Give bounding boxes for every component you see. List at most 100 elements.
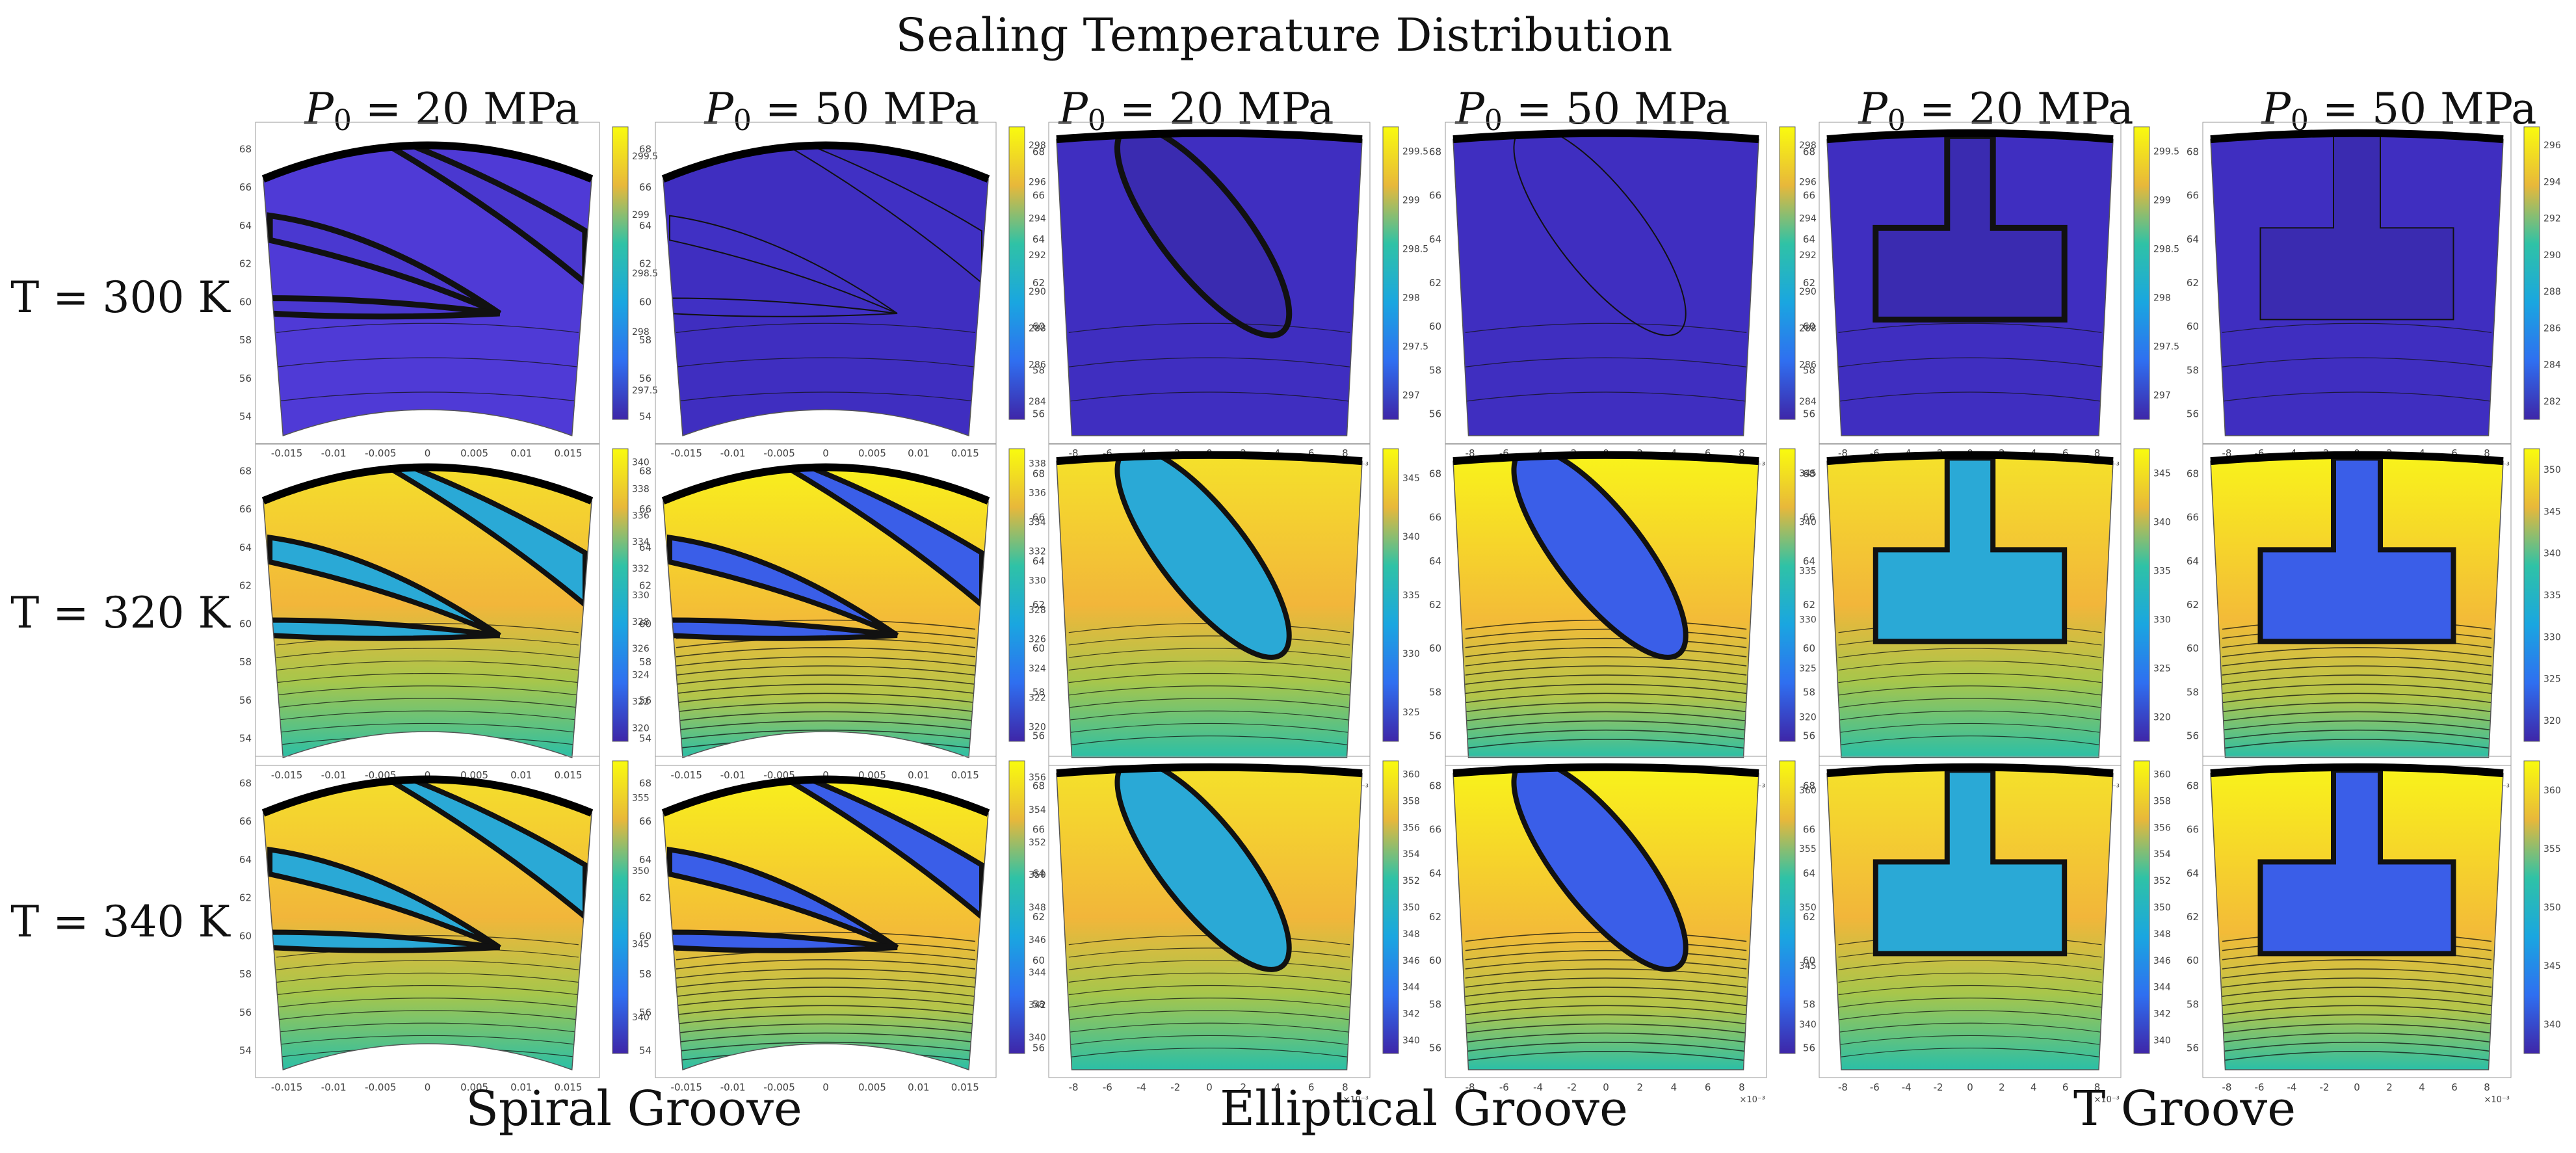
y-tick-label: 66 <box>639 503 651 515</box>
colorbar-tick-label: 298 <box>632 327 650 338</box>
y-tick-label: 62 <box>239 580 252 592</box>
x-tick-label: -4 <box>1902 1081 1912 1093</box>
y-tick-label: 54 <box>639 1045 651 1057</box>
panel-top-edge <box>1452 451 1759 466</box>
colorbar <box>1008 126 1025 420</box>
y-tick-label: 64 <box>1032 555 1045 567</box>
colorbar-tick-label: 352 <box>1029 838 1046 848</box>
panel-field <box>1453 133 1759 436</box>
colorbar-tick-label: 294 <box>1799 214 1817 224</box>
contour-line <box>2222 656 2492 667</box>
y-tick-label: 66 <box>1803 512 1815 523</box>
colorbar-tick-label: 350 <box>2543 903 2561 913</box>
x-tick-label: 0 <box>425 1081 431 1093</box>
contour-line <box>1838 722 2102 734</box>
axes-frame <box>255 122 600 444</box>
colorbar-tick-label: 348 <box>1402 929 1420 940</box>
contour-line <box>1068 391 1350 402</box>
y-tick-label: 62 <box>1803 911 1815 923</box>
colorbar-tick-label: 345 <box>2543 507 2561 517</box>
contour-line <box>676 674 976 685</box>
contour-line <box>1838 685 2102 696</box>
colorbar-tick-label: 297 <box>1402 391 1420 401</box>
y-tick-label: 64 <box>1803 868 1815 879</box>
x-tick-label: -0.01 <box>321 769 347 781</box>
colorbar-tick-label: 340 <box>1799 518 1817 528</box>
axes-frame <box>1819 756 2122 1078</box>
contour-line <box>1068 672 1350 683</box>
colorbar-tick-label: 340 <box>2543 1020 2561 1030</box>
y-tick-label: 64 <box>1429 868 1441 879</box>
contour-line <box>676 647 976 657</box>
y-tick-label: 58 <box>239 656 252 668</box>
colorbar-tick-label: 342 <box>2153 1009 2171 1020</box>
contour-line <box>1465 674 1747 685</box>
heatmap-panel: 54 56 58 60 62 64 66 68 -0.015 -0.01 -0.005 0 0.005 0… <box>639 122 1046 459</box>
colorbar-tick-label: 340 <box>632 457 650 468</box>
axes-frame <box>1048 122 1371 444</box>
contour-line <box>1838 960 2102 970</box>
y-tick-label: 54 <box>639 411 651 423</box>
contour-line <box>1838 710 2102 721</box>
colorbar-tick-label: 334 <box>1029 518 1046 528</box>
x-tick-label: 0 <box>1967 1081 1973 1093</box>
colorbar <box>612 448 629 742</box>
colorbar-tick-label: 360 <box>1799 786 1817 796</box>
colorbar-tick-label: 328 <box>632 617 650 628</box>
y-tick-label: 62 <box>1032 599 1045 611</box>
groove-region <box>1513 133 1687 336</box>
contour-line <box>2222 720 2492 731</box>
contour-line <box>1465 357 1747 367</box>
x-tick-label: 0.01 <box>908 1081 929 1093</box>
axes-frame <box>1445 756 1767 1078</box>
y-tick-label: 56 <box>2187 1042 2199 1054</box>
colorbar-tick-label: 358 <box>2153 796 2171 806</box>
colorbar-tick-label: 288 <box>1029 323 1046 334</box>
colorbar-tick-label: 345 <box>1402 473 1420 484</box>
colorbar-tick-label: 335 <box>2543 590 2561 601</box>
x-tick-label: 6 <box>2451 447 2458 459</box>
contour-line <box>276 998 579 1008</box>
contour-line <box>676 665 976 676</box>
contour-line <box>2222 996 2492 1007</box>
column-header: P0 = 50 MPa <box>703 84 979 137</box>
groove-region <box>1873 767 2068 957</box>
x-tick-label: -6 <box>1103 1081 1112 1093</box>
contour-line <box>276 672 579 683</box>
colorbar-tick-label: 356 <box>1402 823 1420 833</box>
y-tick-label: 62 <box>1429 277 1441 289</box>
y-tick-label: 60 <box>1032 955 1045 966</box>
y-tick-label: 60 <box>639 296 651 308</box>
contour-line <box>1465 977 1747 988</box>
x-tick-label: 0.015 <box>554 1081 582 1093</box>
x-tick-label: 2 <box>1999 1081 2005 1093</box>
y-tick-label: 68 <box>1429 780 1441 792</box>
colorbar-tick-label: 297.5 <box>1402 342 1428 352</box>
colorbar <box>1779 760 1796 1054</box>
y-tick-label: 56 <box>639 373 651 384</box>
contour-line <box>676 1014 976 1025</box>
colorbar-tick-label: 284 <box>1799 397 1817 407</box>
contour-line <box>1838 1048 2102 1058</box>
colorbar <box>2523 448 2540 742</box>
contour-line <box>676 693 976 704</box>
colorbar-tick-label: 360 <box>2543 786 2561 796</box>
colorbar <box>1008 760 1025 1054</box>
colorbar-tick-label: 340 <box>1402 532 1420 542</box>
colorbar <box>1382 760 1399 1054</box>
contour-line <box>2222 711 2492 722</box>
contour-line <box>1068 710 1350 721</box>
x-tick-label: -2 <box>1934 1081 1943 1093</box>
contour-line <box>676 711 976 722</box>
colorbar <box>1382 126 1399 420</box>
x-tick-label: 6 <box>2062 1081 2069 1093</box>
axes-frame <box>655 444 997 766</box>
colorbar-tick-label: 342 <box>1029 1000 1046 1011</box>
y-tick-label: 64 <box>2187 868 2199 879</box>
contour-line <box>2222 647 2492 657</box>
y-tick-label: 54 <box>239 733 252 745</box>
groove-region <box>267 617 501 641</box>
groove-region <box>2257 455 2456 644</box>
